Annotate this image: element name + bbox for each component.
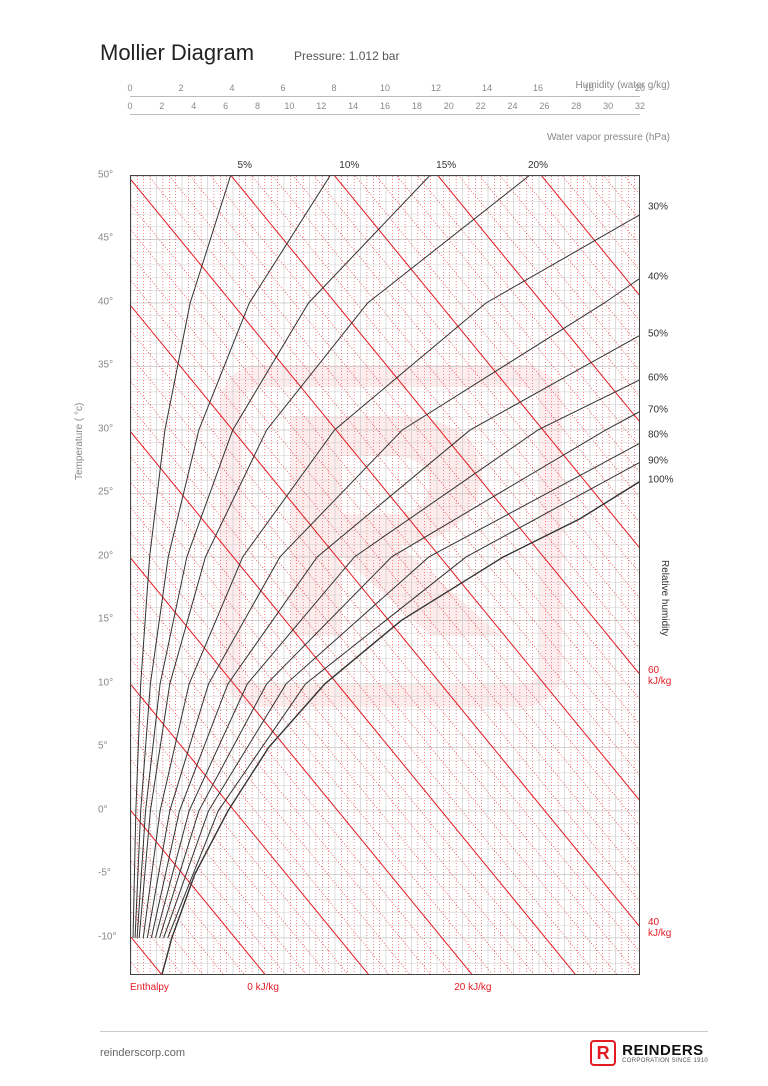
vapor-pressure-axis-label: Water vapor pressure (hPa) [547,132,670,143]
axis-tick: 12 [316,101,326,111]
axis-tick: 0 [127,101,132,111]
temperature-tick: 30° [98,423,113,434]
rh-top-tick: 15% [436,160,456,171]
axis-tick: 4 [191,101,196,111]
axis-tick: 2 [159,101,164,111]
rh-tick: 100% [648,474,674,485]
axis-tick: 20 [635,83,645,93]
temperature-tick: 35° [98,360,113,371]
axis-tick: 28 [571,101,581,111]
enthalpy-side-tick: 40kJ/kg [648,917,671,939]
temperature-tick: 15° [98,614,113,625]
axis-tick: 8 [255,101,260,111]
rh-tick: 40% [648,271,668,282]
axis-tick: 18 [412,101,422,111]
logo-mark-icon: R [590,1040,616,1066]
temperature-axis-label: Temperature ( °c) [74,403,85,480]
axis-tick: 4 [229,83,234,93]
enthalpy-tick: 20 kJ/kg [454,982,491,993]
axis-tick: 26 [539,101,549,111]
rh-tick: 70% [648,404,668,415]
axis-tick: 16 [533,83,543,93]
page-title: Mollier Diagram [100,40,254,66]
axis-tick: 12 [431,83,441,93]
axis-tick: 10 [380,83,390,93]
temperature-tick: -10° [98,931,116,942]
temperature-tick: 20° [98,550,113,561]
temperature-tick: -5° [98,868,111,879]
temperature-tick: 0° [98,804,108,815]
axis-tick: 2 [178,83,183,93]
logo-name: REINDERS [622,1043,708,1058]
watermark-logo [231,376,551,696]
axis-tick: 0 [127,83,132,93]
axis-tick: 10 [284,101,294,111]
temperature-tick: 40° [98,296,113,307]
axis-tick: 24 [507,101,517,111]
temperature-tick: 50° [98,170,113,181]
brand-logo: R REINDERS CORPORATION SINCE 1910 [590,1040,708,1066]
axis-tick: 22 [476,101,486,111]
enthalpy-side-tick: 60kJ/kg [648,665,671,687]
rh-tick: 90% [648,455,668,466]
rh-top-tick: 10% [339,160,359,171]
axis-tick: 6 [280,83,285,93]
axis-tick: 14 [348,101,358,111]
axis-tick: 20 [444,101,454,111]
axis-tick: 6 [223,101,228,111]
logo-tagline: CORPORATION SINCE 1910 [622,1058,708,1064]
rh-top-tick: 20% [528,160,548,171]
temperature-tick: 5° [98,741,108,752]
rh-tick: 50% [648,328,668,339]
website-url: reinderscorp.com [100,1047,185,1059]
temperature-tick: 45° [98,233,113,244]
pressure-subtitle: Pressure: 1.012 bar [294,49,399,63]
axis-tick: 16 [380,101,390,111]
enthalpy-tick: 0 kJ/kg [247,982,279,993]
rh-tick: 30% [648,201,668,212]
enthalpy-axis-word: Enthalpy [130,982,169,993]
page-footer: reinderscorp.com R REINDERS CORPORATION … [100,1031,708,1066]
temperature-tick: 25° [98,487,113,498]
temperature-tick: 10° [98,677,113,688]
rh-tick: 60% [648,373,668,384]
axis-tick: 8 [331,83,336,93]
mollier-plot [130,175,640,975]
rh-top-tick: 5% [238,160,252,171]
axis-tick: 14 [482,83,492,93]
rh-tick: 80% [648,430,668,441]
axis-tick: 18 [584,83,594,93]
axis-tick: 30 [603,101,613,111]
axis-tick: 32 [635,101,645,111]
relative-humidity-axis-label: Relative humidity [659,560,670,636]
